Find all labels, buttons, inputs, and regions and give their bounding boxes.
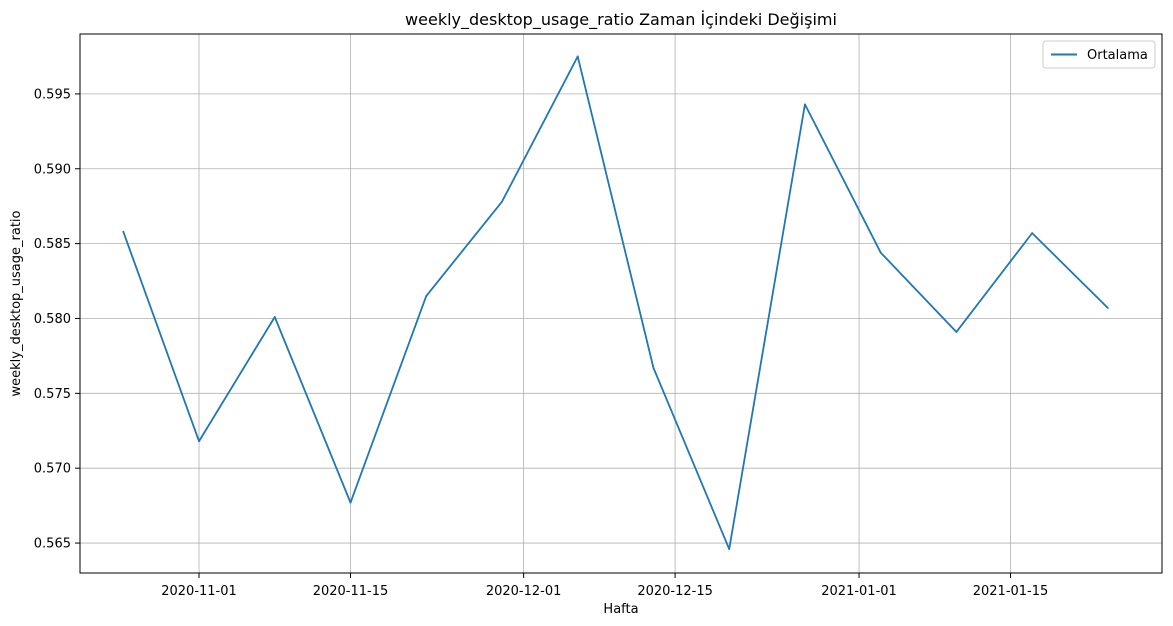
data-point bbox=[1107, 307, 1109, 309]
chart-title: weekly_desktop_usage_ratio Zaman İçindek… bbox=[405, 10, 837, 30]
data-point bbox=[879, 251, 882, 254]
data-point bbox=[425, 295, 428, 297]
x-tick-label: 2021-01-15 bbox=[973, 584, 1049, 599]
data-point bbox=[955, 331, 958, 333]
x-tick-label: 2020-11-01 bbox=[161, 584, 237, 599]
y-tick-label: 0.565 bbox=[34, 537, 71, 552]
x-axis-ticks: 2020-11-01 2020-11-15 2020-12-01 2020-12-15… bbox=[161, 573, 1048, 599]
series-layer bbox=[122, 55, 1109, 550]
data-point bbox=[1031, 232, 1034, 235]
y-tick-label: 0.575 bbox=[34, 387, 71, 402]
y-axis-ticks: 0.565 0.570 0.575 0.580 0.585 0.590 0.595 bbox=[34, 87, 80, 552]
data-point bbox=[804, 103, 806, 106]
data-point bbox=[728, 548, 731, 550]
data-point bbox=[652, 366, 655, 369]
legend: Ortalama bbox=[1042, 40, 1156, 69]
y-tick-label: 0.590 bbox=[34, 162, 71, 177]
x-tick-label: 2020-12-15 bbox=[637, 584, 713, 599]
data-point bbox=[501, 200, 503, 203]
legend-box bbox=[1042, 40, 1156, 69]
series-line bbox=[122, 55, 1109, 550]
data-point bbox=[198, 440, 200, 443]
data-point bbox=[122, 230, 125, 233]
data-point bbox=[576, 55, 579, 58]
data-point bbox=[349, 501, 352, 504]
grid-lines bbox=[80, 34, 1162, 573]
y-tick-label: 0.595 bbox=[34, 87, 71, 102]
y-tick-label: 0.585 bbox=[34, 237, 71, 252]
legend-label: Ortalama bbox=[1087, 48, 1148, 63]
x-axis-label: Hafta bbox=[603, 602, 638, 617]
data-point bbox=[273, 316, 276, 318]
y-tick-label: 0.580 bbox=[34, 312, 71, 327]
y-tick-label: 0.570 bbox=[34, 462, 71, 477]
x-tick-label: 2020-11-15 bbox=[313, 584, 389, 599]
plot-frame bbox=[79, 33, 1163, 574]
y-axis-label: weekly_desktop_usage_ratio bbox=[9, 210, 24, 396]
x-tick-label: 2020-12-01 bbox=[486, 584, 562, 599]
x-tick-label: 2021-01-01 bbox=[821, 584, 897, 599]
